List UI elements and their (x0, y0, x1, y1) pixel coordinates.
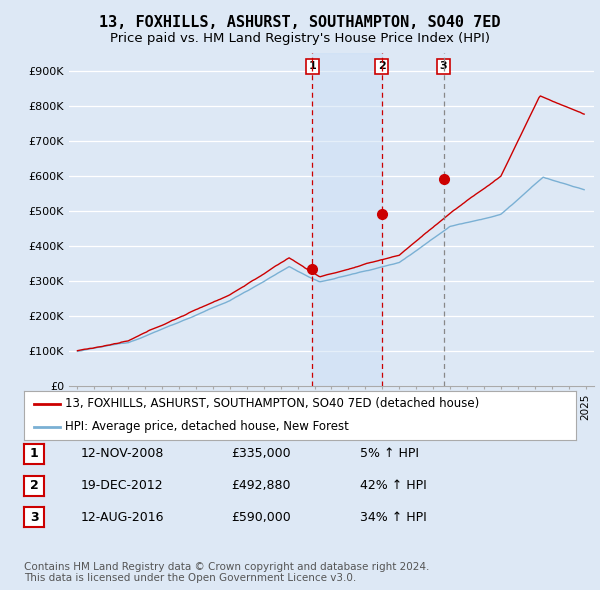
Text: 42% ↑ HPI: 42% ↑ HPI (360, 479, 427, 492)
Text: 2: 2 (378, 61, 386, 71)
Bar (313, 53, 382, 386)
Text: 2: 2 (30, 479, 38, 492)
Text: Contains HM Land Registry data © Crown copyright and database right 2024.
This d: Contains HM Land Registry data © Crown c… (24, 562, 430, 584)
Text: £590,000: £590,000 (231, 511, 291, 524)
Text: 13, FOXHILLS, ASHURST, SOUTHAMPTON, SO40 7ED (detached house): 13, FOXHILLS, ASHURST, SOUTHAMPTON, SO40… (65, 397, 479, 410)
Text: 13, FOXHILLS, ASHURST, SOUTHAMPTON, SO40 7ED: 13, FOXHILLS, ASHURST, SOUTHAMPTON, SO40… (99, 15, 501, 30)
Text: 1: 1 (308, 61, 316, 71)
Text: £492,880: £492,880 (231, 479, 290, 492)
Text: 19-DEC-2012: 19-DEC-2012 (81, 479, 164, 492)
Text: Price paid vs. HM Land Registry's House Price Index (HPI): Price paid vs. HM Land Registry's House … (110, 32, 490, 45)
Text: 1: 1 (30, 447, 38, 460)
Text: 34% ↑ HPI: 34% ↑ HPI (360, 511, 427, 524)
Text: 12-NOV-2008: 12-NOV-2008 (81, 447, 164, 460)
Text: 3: 3 (30, 511, 38, 524)
Text: 12-AUG-2016: 12-AUG-2016 (81, 511, 164, 524)
Text: £335,000: £335,000 (231, 447, 290, 460)
Text: 3: 3 (440, 61, 448, 71)
Text: 5% ↑ HPI: 5% ↑ HPI (360, 447, 419, 460)
Text: HPI: Average price, detached house, New Forest: HPI: Average price, detached house, New … (65, 421, 349, 434)
